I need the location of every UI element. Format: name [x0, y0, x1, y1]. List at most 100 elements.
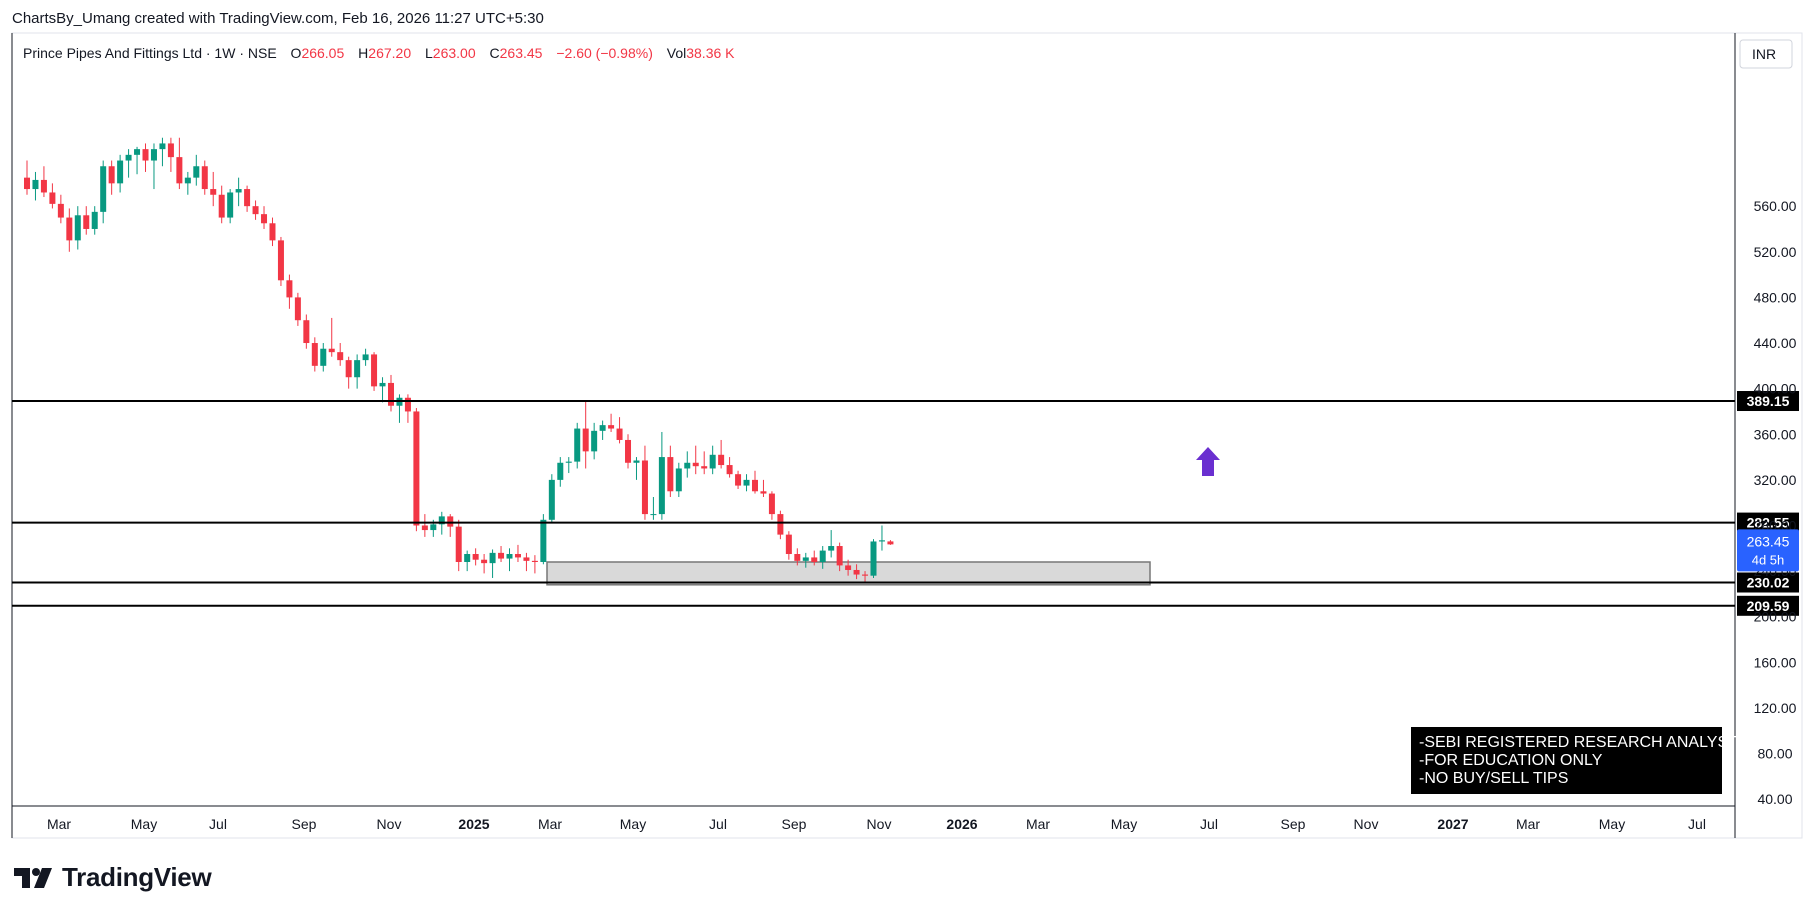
candle-body	[32, 179, 39, 190]
candle-body	[83, 215, 90, 229]
candle-body	[845, 565, 852, 570]
candle-body	[413, 411, 420, 526]
candle-body	[650, 514, 657, 516]
candle	[819, 546, 826, 569]
candle	[735, 470, 742, 490]
candle-body	[794, 554, 801, 561]
candle	[574, 422, 581, 469]
price-tick-label: 520.00	[1754, 244, 1797, 260]
candle-body	[404, 397, 411, 412]
candle	[150, 143, 157, 190]
symbol-label: Prince Pipes And Fittings Ltd · 1W · NSE	[23, 45, 277, 61]
candle-body	[751, 479, 758, 492]
candle-body	[294, 297, 301, 321]
candle-body	[142, 149, 149, 161]
candle	[337, 343, 344, 366]
price-tick-label: 400.00	[1754, 381, 1797, 397]
candle-body	[870, 541, 877, 576]
candle-body	[201, 166, 208, 190]
candle	[633, 457, 640, 480]
candle	[83, 206, 90, 235]
candle	[464, 550, 471, 572]
time-tick-label: 2027	[1437, 816, 1468, 832]
candle-body	[684, 462, 691, 469]
candle-body	[599, 425, 606, 431]
candle	[49, 183, 56, 209]
candle	[362, 348, 369, 366]
level-label-box	[1737, 391, 1799, 412]
candle	[557, 457, 564, 487]
time-tick-label: 2026	[946, 816, 977, 832]
candle	[311, 337, 318, 372]
candle	[421, 514, 428, 537]
volume-value: 38.36 K	[686, 45, 735, 61]
candle-body	[472, 554, 479, 560]
currency-button[interactable]	[1739, 39, 1793, 69]
time-axis[interactable]: Mar May Jul Sep Nov 2025 Mar May Jul Sep Nov 2026 Ma…	[47, 816, 1706, 832]
candle	[743, 474, 750, 492]
candle	[184, 171, 191, 195]
candle	[777, 510, 784, 540]
levels-layer: 389.15 282.55 230.02 209.59	[12, 391, 1799, 616]
candle-body	[320, 348, 327, 366]
price-tick-label: 80.00	[1757, 746, 1792, 762]
candle	[320, 343, 327, 372]
chart-header: ChartsBy_Umang created with TradingView.…	[12, 10, 544, 27]
tradingview-logo[interactable]: TradingView	[14, 862, 212, 893]
candle-body	[455, 526, 462, 562]
candle	[591, 422, 598, 460]
candle-body	[735, 474, 742, 486]
candle-body	[819, 550, 826, 562]
candle	[261, 206, 268, 229]
candle-body	[438, 516, 445, 525]
volume-label: Vol	[667, 45, 686, 61]
candle	[785, 531, 792, 560]
candle	[371, 352, 378, 391]
candle	[862, 571, 869, 583]
candle-body	[176, 157, 183, 184]
time-tick-label: Mar	[47, 816, 71, 832]
candle-body	[802, 557, 809, 561]
time-tick-label: Sep	[782, 816, 807, 832]
candle-body	[134, 149, 141, 155]
disclaimer-line-3: -NO BUY/SELL TIPS	[1419, 770, 1568, 787]
price-axis[interactable]: 40.0080.00120.00160.00200.00240.00280.00…	[1754, 198, 1797, 807]
candle	[244, 185, 251, 212]
time-tick-label: Mar	[1026, 816, 1050, 832]
candle	[24, 160, 30, 195]
chart-frame	[11, 32, 1803, 839]
candle	[354, 354, 361, 389]
time-tick-label: Nov	[377, 816, 402, 832]
price-tick-label: 480.00	[1754, 289, 1797, 305]
candles-layer	[24, 137, 894, 583]
candle	[692, 445, 699, 475]
candle	[159, 137, 166, 167]
price-tick-label: 360.00	[1754, 426, 1797, 442]
candle-body	[337, 352, 344, 361]
price-tick-label: 200.00	[1754, 609, 1797, 625]
candle	[878, 525, 885, 551]
candle-body	[117, 160, 124, 184]
candle-body	[74, 215, 81, 241]
candle-body	[252, 206, 259, 215]
candle	[650, 496, 657, 520]
candle	[447, 514, 454, 537]
candle	[108, 160, 115, 195]
candle	[269, 217, 276, 247]
time-tick-label: Mar	[1516, 816, 1540, 832]
candle	[167, 137, 174, 172]
time-tick-label: Jul	[1688, 816, 1706, 832]
tradingview-logo-icon	[14, 867, 52, 888]
candle	[641, 445, 648, 520]
candle	[294, 292, 301, 326]
candle-body	[641, 460, 648, 515]
candle-body	[227, 192, 234, 218]
candle-body	[743, 479, 750, 486]
candle	[379, 377, 386, 403]
candle-body	[57, 203, 64, 218]
candle	[625, 434, 632, 469]
candle-body	[328, 348, 335, 353]
candle-body	[768, 493, 775, 515]
candle-body	[862, 574, 869, 576]
